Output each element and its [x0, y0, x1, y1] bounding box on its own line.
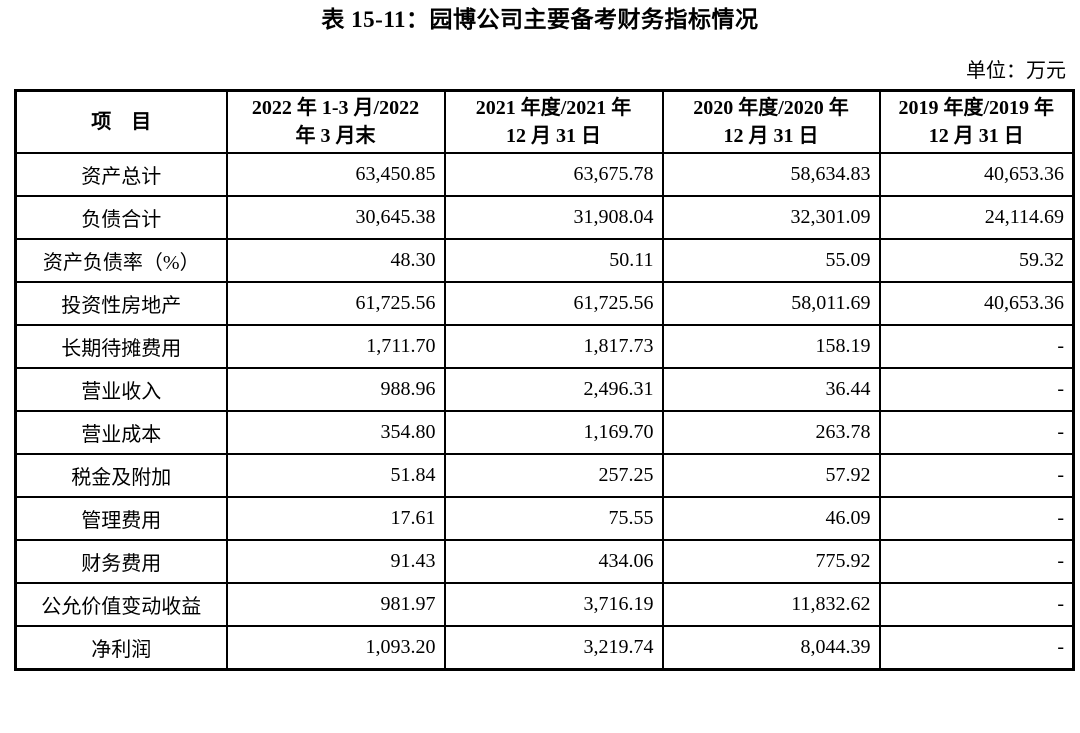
row-label: 营业收入 — [14, 367, 228, 412]
value-cell: 58,634.83 — [661, 152, 881, 197]
value-cell: 46.09 — [661, 496, 881, 541]
value-cell: 8,044.39 — [661, 625, 881, 670]
unit-label: 单位：万元 — [966, 60, 1066, 82]
financial-indicators-table: 项 目 2022 年 1-3 月/2022 年 3 月末 2021 年度/2021… — [14, 89, 1075, 671]
table-row: 净利润 1,093.20 3,219.74 8,044.39 - — [14, 625, 1075, 670]
value-cell: 51.84 — [225, 453, 446, 498]
value-cell: - — [878, 367, 1075, 412]
value-cell: 40,653.36 — [878, 152, 1075, 197]
table-row: 投资性房地产 61,725.56 61,725.56 58,011.69 40,… — [14, 281, 1075, 326]
table-row: 财务费用 91.43 434.06 775.92 - — [14, 539, 1075, 584]
value-cell: - — [878, 410, 1075, 455]
header-cell-2020: 2020 年度/2020 年 12 月 31 日 — [661, 89, 881, 154]
value-cell: - — [878, 324, 1075, 369]
value-cell: 63,675.78 — [443, 152, 664, 197]
row-label: 投资性房地产 — [14, 281, 228, 326]
value-cell: 61,725.56 — [225, 281, 446, 326]
value-cell: 55.09 — [661, 238, 881, 283]
header-cell-item: 项 目 — [14, 89, 228, 154]
header-cell-2022: 2022 年 1-3 月/2022 年 3 月末 — [225, 89, 446, 154]
value-cell: 988.96 — [225, 367, 446, 412]
value-cell: 58,011.69 — [661, 281, 881, 326]
value-cell: 11,832.62 — [661, 582, 881, 627]
value-cell: 24,114.69 — [878, 195, 1075, 240]
table-row: 长期待摊费用 1,711.70 1,817.73 158.19 - — [14, 324, 1075, 369]
table-row: 资产负债率（%） 48.30 50.11 55.09 59.32 — [14, 238, 1075, 283]
row-label: 净利润 — [14, 625, 228, 670]
value-cell: 354.80 — [225, 410, 446, 455]
table-row: 营业成本 354.80 1,169.70 263.78 - — [14, 410, 1075, 455]
value-cell: 36.44 — [661, 367, 881, 412]
value-cell: 91.43 — [225, 539, 446, 584]
value-cell: 1,817.73 — [443, 324, 664, 369]
value-cell: 32,301.09 — [661, 195, 881, 240]
value-cell: 75.55 — [443, 496, 664, 541]
table-row: 资产总计 63,450.85 63,675.78 58,634.83 40,65… — [14, 152, 1075, 197]
value-cell: 50.11 — [443, 238, 664, 283]
table-title: 表 15-11：园博公司主要备考财务指标情况 — [321, 7, 759, 32]
value-cell: - — [878, 496, 1075, 541]
value-cell: 31,908.04 — [443, 195, 664, 240]
value-cell: - — [878, 582, 1075, 627]
value-cell: 257.25 — [443, 453, 664, 498]
table-row: 税金及附加 51.84 257.25 57.92 - — [14, 453, 1075, 498]
row-label: 负债合计 — [14, 195, 228, 240]
value-cell: 158.19 — [661, 324, 881, 369]
row-label: 管理费用 — [14, 496, 228, 541]
value-cell: 30,645.38 — [225, 195, 446, 240]
value-cell: 59.32 — [878, 238, 1075, 283]
value-cell: 3,716.19 — [443, 582, 664, 627]
value-cell: 263.78 — [661, 410, 881, 455]
value-cell: 981.97 — [225, 582, 446, 627]
header-cell-2019: 2019 年度/2019 年 12 月 31 日 — [878, 89, 1075, 154]
value-cell: 3,219.74 — [443, 625, 664, 670]
value-cell: - — [878, 625, 1075, 670]
table-row: 负债合计 30,645.38 31,908.04 32,301.09 24,11… — [14, 195, 1075, 240]
row-label: 长期待摊费用 — [14, 324, 228, 369]
row-label: 资产负债率（%） — [14, 238, 228, 283]
table-row: 营业收入 988.96 2,496.31 36.44 - — [14, 367, 1075, 412]
value-cell: 40,653.36 — [878, 281, 1075, 326]
value-cell: - — [878, 453, 1075, 498]
header-cell-2021: 2021 年度/2021 年 12 月 31 日 — [443, 89, 664, 154]
value-cell: 775.92 — [661, 539, 881, 584]
row-label: 资产总计 — [14, 152, 228, 197]
table-row: 管理费用 17.61 75.55 46.09 - — [14, 496, 1075, 541]
value-cell: 1,169.70 — [443, 410, 664, 455]
value-cell: 63,450.85 — [225, 152, 446, 197]
value-cell: 2,496.31 — [443, 367, 664, 412]
row-label: 营业成本 — [14, 410, 228, 455]
header-item-text: 项 目 — [91, 111, 152, 133]
row-label: 公允价值变动收益 — [14, 582, 228, 627]
table-row: 公允价值变动收益 981.97 3,716.19 11,832.62 - — [14, 582, 1075, 627]
value-cell: 57.92 — [661, 453, 881, 498]
value-cell: 48.30 — [225, 238, 446, 283]
value-cell: - — [878, 539, 1075, 584]
value-cell: 434.06 — [443, 539, 664, 584]
value-cell: 1,093.20 — [225, 625, 446, 670]
value-cell: 61,725.56 — [443, 281, 664, 326]
header-row: 项 目 2022 年 1-3 月/2022 年 3 月末 2021 年度/2021… — [14, 89, 1075, 154]
value-cell: 1,711.70 — [225, 324, 446, 369]
row-label: 财务费用 — [14, 539, 228, 584]
row-label: 税金及附加 — [14, 453, 228, 498]
value-cell: 17.61 — [225, 496, 446, 541]
